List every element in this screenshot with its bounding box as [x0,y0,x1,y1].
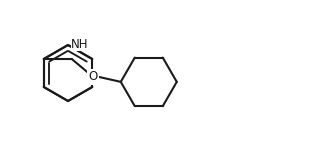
Text: O: O [89,70,98,84]
Text: NH: NH [71,38,89,50]
